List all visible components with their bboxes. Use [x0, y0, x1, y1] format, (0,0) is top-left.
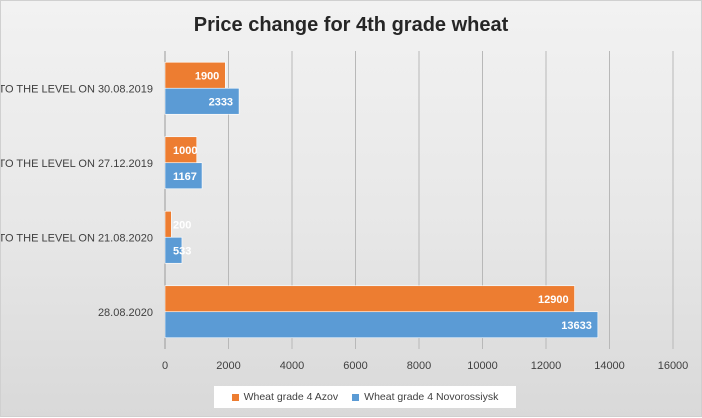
legend-swatch-novorossiysk	[352, 393, 360, 401]
x-tick-label: 14000	[594, 360, 625, 372]
x-tick-label: 2000	[216, 360, 240, 372]
data-label: 12900	[538, 294, 569, 306]
x-tick-label: 16000	[658, 360, 689, 372]
bar	[164, 236, 183, 264]
data-label: 1000	[173, 145, 197, 157]
data-label: 2333	[209, 96, 233, 108]
bar	[164, 61, 226, 89]
bar	[164, 311, 599, 339]
x-tick-label: 12000	[531, 360, 562, 372]
bar	[164, 285, 575, 313]
data-label: 13633	[561, 320, 592, 332]
legend-label-azov: Wheat grade 4 Azov	[243, 391, 339, 403]
bar	[164, 136, 198, 164]
bar	[164, 162, 203, 190]
data-label: 1167	[173, 171, 197, 183]
legend: Wheat grade 4 Azov Wheat grade 4 Novoros…	[214, 386, 516, 408]
category-label: TO THE LEVEL ON 21.08.2020	[1, 232, 153, 244]
legend-swatch-azov	[231, 393, 239, 401]
bar	[164, 87, 240, 115]
category-label: TO THE LEVEL ON 30.08.2019	[1, 83, 153, 95]
category-label: TO THE LEVEL ON 27.12.2019	[1, 158, 153, 170]
bar	[164, 210, 172, 238]
legend-item-azov: Wheat grade 4 Azov	[231, 391, 339, 403]
x-tick-label: 10000	[467, 360, 498, 372]
data-label: 533	[173, 245, 191, 257]
legend-item-novorossiysk: Wheat grade 4 Novorossiysk	[352, 391, 498, 403]
legend-label-novorossiysk: Wheat grade 4 Novorossiysk	[364, 391, 499, 403]
x-tick-label: 8000	[407, 360, 431, 372]
data-label: 1900	[195, 70, 219, 82]
x-tick-label: 6000	[343, 360, 367, 372]
chart-title: Price change for 4th grade wheat	[193, 14, 509, 36]
category-label: 28.08.2020	[98, 307, 153, 319]
x-tick-label: 4000	[280, 360, 304, 372]
x-tick-label: 0	[162, 360, 168, 372]
data-label: 200	[173, 219, 191, 231]
